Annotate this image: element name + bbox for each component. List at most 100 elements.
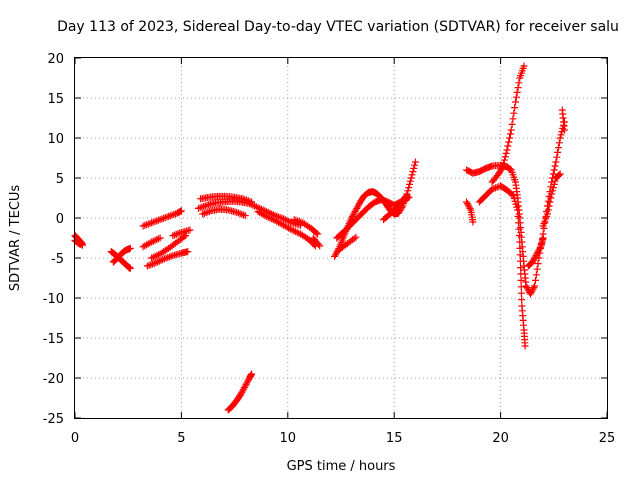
data-point	[160, 255, 168, 263]
data-point	[283, 216, 291, 224]
data-point	[545, 202, 553, 210]
data-point	[516, 238, 524, 246]
data-point	[292, 216, 300, 224]
data-point	[556, 170, 564, 178]
data-point	[491, 184, 499, 192]
data-point	[554, 144, 562, 152]
data-point	[510, 109, 518, 117]
data-point	[404, 194, 412, 202]
data-point	[349, 211, 357, 219]
data-point	[148, 238, 156, 246]
data-point	[155, 257, 163, 265]
data-point	[241, 195, 249, 203]
data-point	[532, 271, 540, 279]
data-point	[186, 226, 194, 234]
data-point	[194, 204, 202, 212]
data-point	[531, 253, 539, 261]
data-point	[266, 214, 274, 222]
chart-title: Day 113 of 2023, Sidereal Day-to-day VTE…	[57, 19, 619, 35]
data-point	[242, 380, 250, 388]
data-point	[506, 165, 514, 173]
data-point	[264, 213, 272, 221]
data-point	[351, 208, 359, 216]
data-point	[278, 214, 286, 222]
data-point	[238, 210, 246, 218]
data-point	[515, 232, 523, 240]
data-point	[166, 212, 174, 220]
data-point	[352, 206, 360, 214]
data-point	[549, 184, 557, 192]
data-point	[407, 174, 415, 182]
data-point	[162, 254, 170, 262]
data-point	[286, 218, 294, 226]
data-point	[516, 251, 524, 259]
data-point	[506, 165, 514, 173]
data-point	[549, 187, 557, 195]
data-point	[241, 382, 249, 390]
y-tick-label: 10	[47, 132, 64, 147]
data-point	[243, 196, 251, 204]
data-point	[180, 233, 188, 241]
data-point	[535, 245, 543, 253]
data-point	[199, 210, 207, 218]
data-point	[295, 218, 303, 226]
data-point	[201, 202, 209, 210]
data-point	[544, 206, 552, 214]
data-point	[148, 254, 156, 262]
data-point	[236, 210, 244, 218]
data-point	[353, 204, 361, 212]
data-point	[500, 156, 508, 164]
data-point	[154, 258, 162, 266]
data-point	[469, 218, 477, 226]
data-point	[200, 209, 208, 217]
data-point	[177, 207, 185, 215]
data-point	[200, 202, 208, 210]
data-point	[548, 190, 556, 198]
data-point	[515, 79, 523, 87]
data-point	[244, 197, 252, 205]
data-point	[148, 260, 156, 268]
data-point	[528, 287, 536, 295]
data-point	[156, 216, 164, 224]
data-point	[406, 177, 414, 185]
data-point	[143, 221, 151, 229]
data-point	[507, 126, 515, 134]
data-point	[202, 209, 210, 217]
data-point	[517, 264, 525, 272]
data-point	[198, 203, 206, 211]
data-point	[513, 88, 521, 96]
data-point	[354, 203, 362, 211]
data-point	[551, 177, 559, 185]
data-point	[241, 212, 249, 220]
data-point	[514, 206, 522, 214]
data-point	[534, 248, 542, 256]
data-point	[139, 222, 147, 230]
data-point	[290, 227, 298, 235]
data-point	[514, 219, 522, 227]
x-tick-label: 5	[177, 431, 185, 446]
y-tick-label: 15	[47, 92, 64, 107]
data-point	[504, 142, 512, 150]
data-point	[533, 265, 541, 273]
data-point	[156, 234, 164, 242]
data-point	[354, 201, 362, 209]
x-tick-label: 20	[492, 431, 509, 446]
data-point	[551, 162, 559, 170]
data-point	[529, 258, 537, 266]
data-point	[518, 296, 526, 304]
data-point	[554, 148, 562, 156]
y-tick-label: -25	[43, 412, 64, 427]
data-point	[146, 219, 154, 227]
data-point	[161, 214, 169, 222]
data-point	[555, 171, 563, 179]
data-point	[411, 161, 419, 169]
data-point	[560, 126, 568, 134]
data-point	[150, 259, 158, 267]
y-tick-label: 0	[56, 212, 64, 227]
y-tick-label: -15	[43, 332, 64, 347]
data-point	[281, 216, 289, 224]
data-point	[151, 252, 159, 260]
data-point	[514, 84, 522, 92]
data-point	[154, 235, 162, 243]
